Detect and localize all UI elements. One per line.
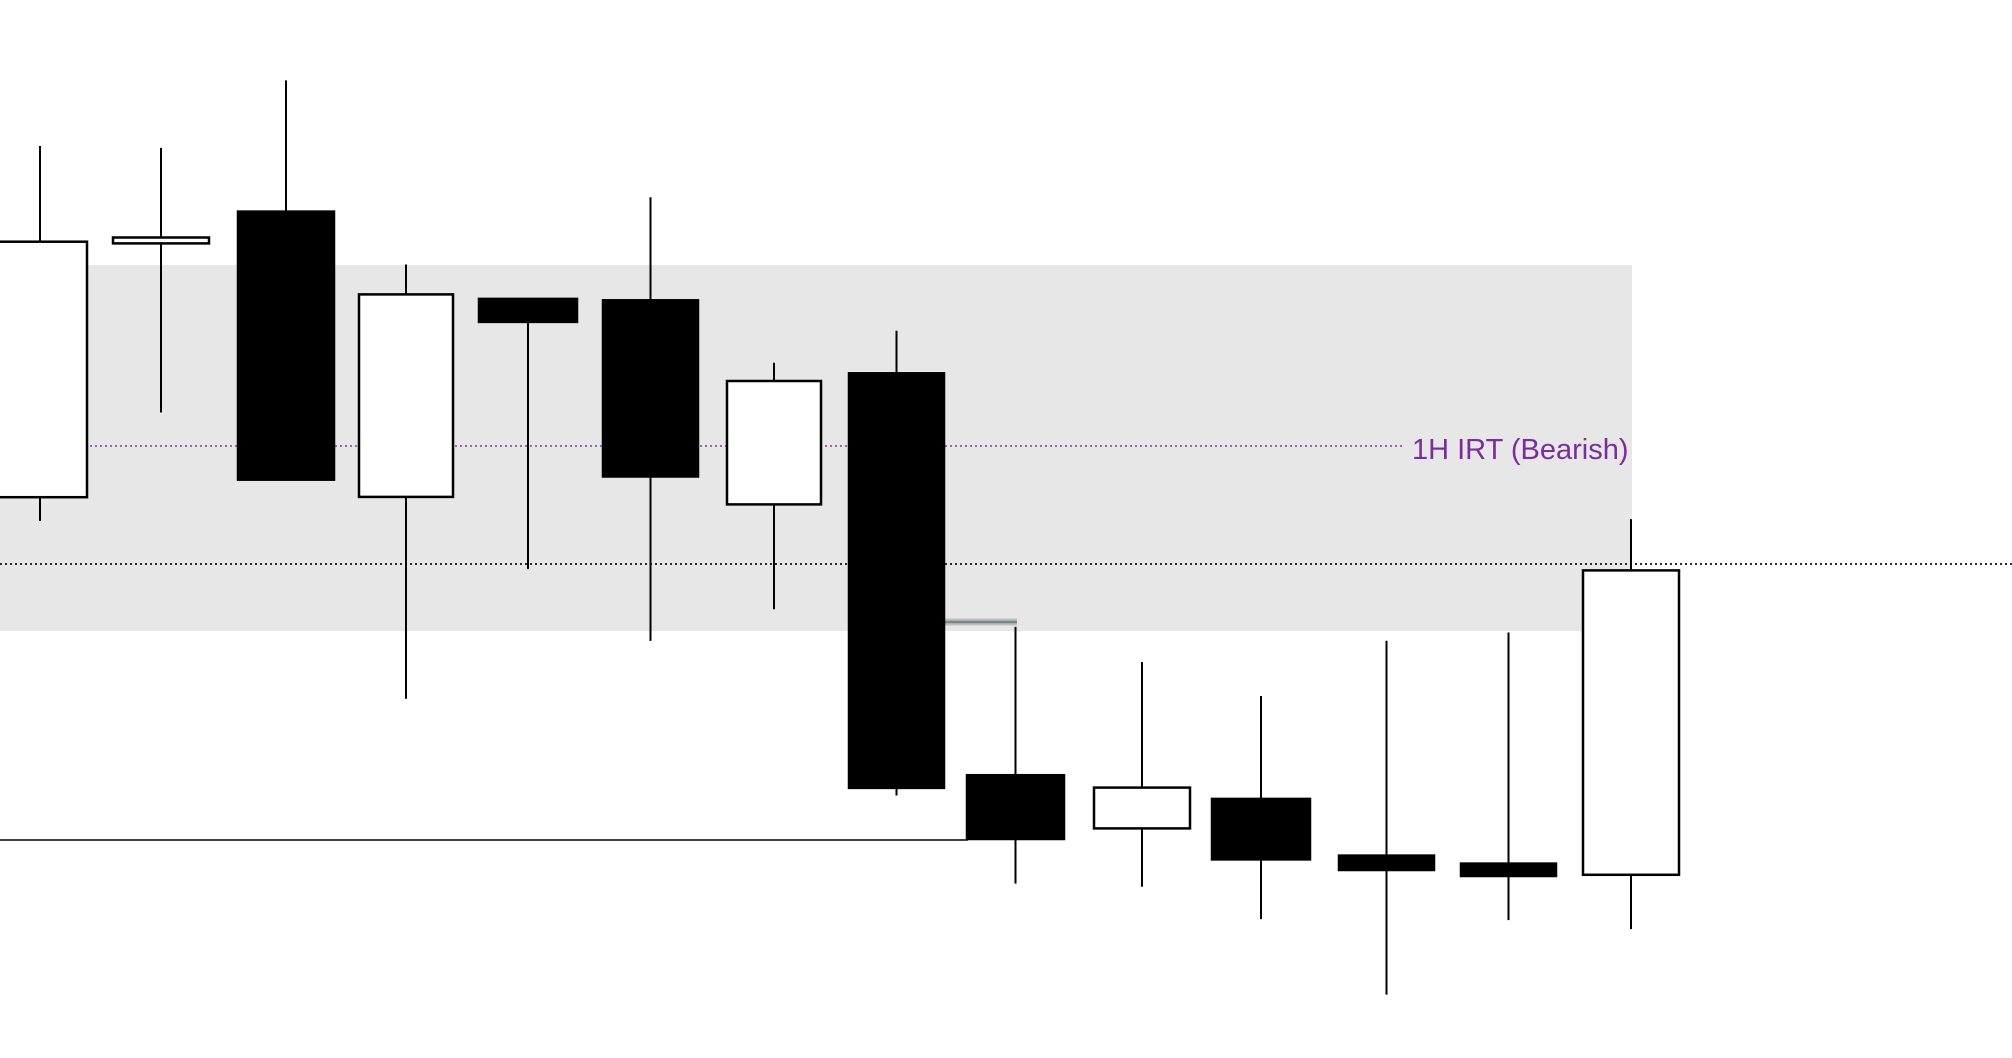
svg-text:1H IRT (Bearish): 1H IRT (Bearish) xyxy=(1412,434,1629,466)
